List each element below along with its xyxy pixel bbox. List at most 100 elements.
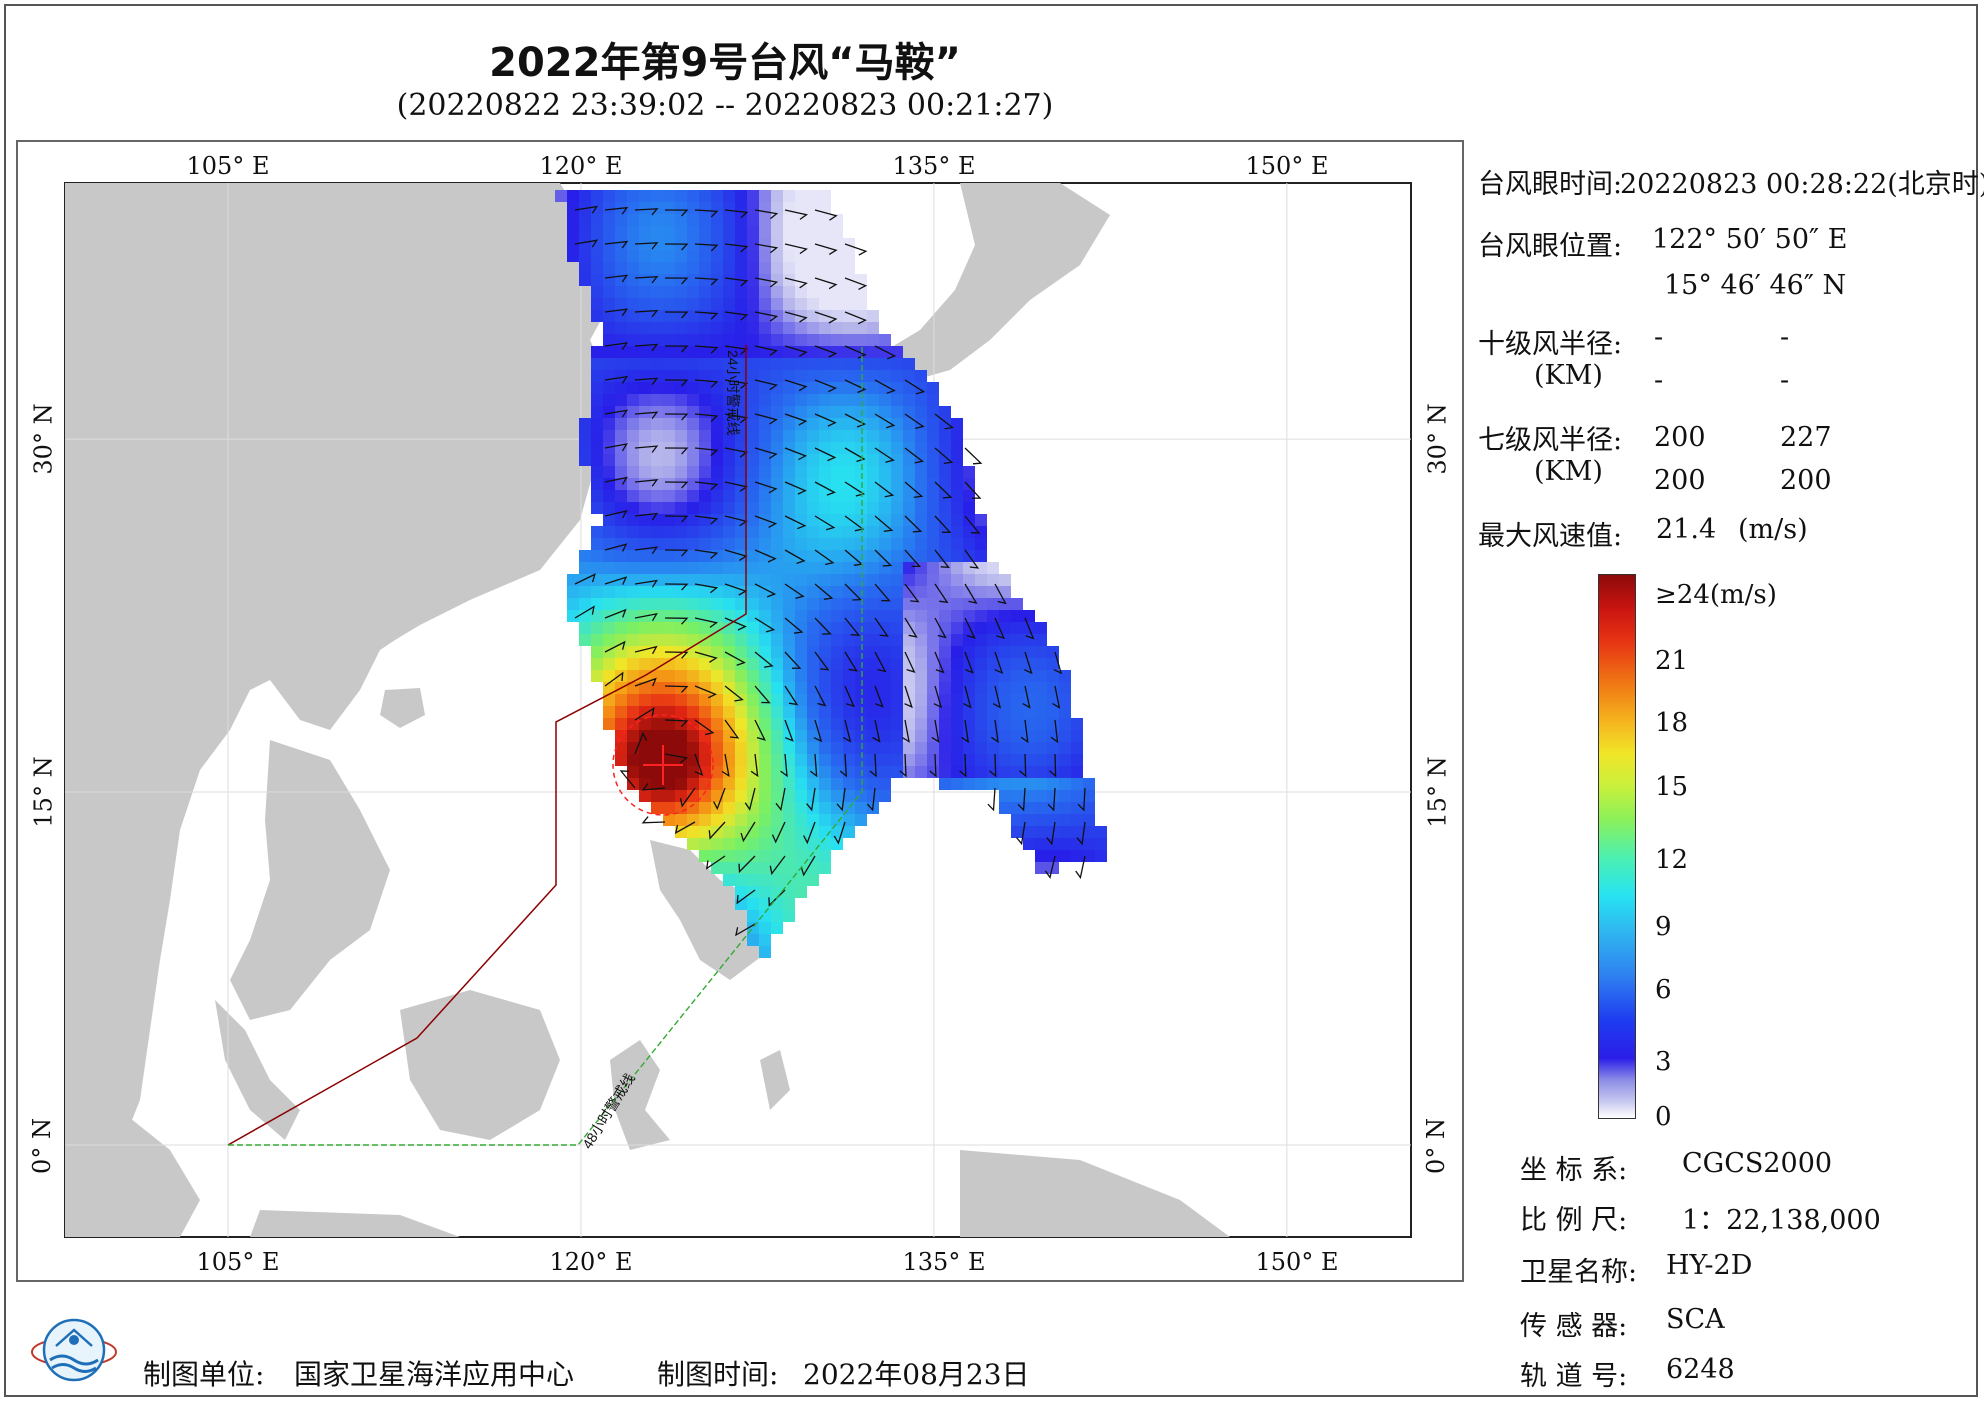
wind-barb <box>694 719 715 736</box>
swath-cell <box>747 190 759 202</box>
swath-cell <box>603 322 615 334</box>
swath-cell <box>675 250 687 262</box>
swath-cell <box>723 286 735 298</box>
wind-barb <box>634 445 659 453</box>
swath-cell <box>783 622 795 634</box>
swath-cell <box>735 502 747 514</box>
swath-cell <box>663 370 675 382</box>
wind-barb <box>992 685 1002 709</box>
swath-cell <box>663 526 675 538</box>
swath-cell <box>771 682 783 694</box>
swath-cell <box>843 418 855 430</box>
swath-cell <box>747 658 759 670</box>
swath-cell <box>675 610 687 622</box>
swath-cell <box>771 838 783 850</box>
swath-cell <box>843 238 855 250</box>
swath-cell <box>807 718 819 730</box>
swath-cell <box>639 418 651 430</box>
swath-cell <box>891 742 903 754</box>
swath-cell <box>1047 706 1059 718</box>
swath-cell <box>783 778 795 790</box>
swath-cell <box>759 406 771 418</box>
wind-barb <box>604 274 629 283</box>
swath-cell <box>819 274 831 286</box>
wind-barb <box>664 685 689 693</box>
wind-barb <box>784 481 807 495</box>
swath-cell <box>735 634 747 646</box>
swath-cell <box>855 478 867 490</box>
swath-cell <box>591 490 603 502</box>
swath-cell <box>711 370 723 382</box>
wind-barb <box>899 753 907 778</box>
swath-cell <box>615 214 627 226</box>
swath-cell <box>783 574 795 586</box>
swath-cell <box>711 826 723 838</box>
satellite-value: HY-2D <box>1666 1250 1753 1281</box>
swath-cell <box>723 466 735 478</box>
swath-cell <box>747 874 759 886</box>
swath-cell <box>771 202 783 214</box>
swath-cell <box>759 214 771 226</box>
swath-cell <box>675 322 687 334</box>
swath-cell <box>771 370 783 382</box>
swath-cell <box>627 298 639 310</box>
swath-cell <box>855 286 867 298</box>
swath-cell <box>831 718 843 730</box>
swath-cell <box>627 586 639 598</box>
swath-cell <box>795 742 807 754</box>
swath-cell <box>723 334 735 346</box>
swath-cell <box>735 454 747 466</box>
swath-cell <box>951 754 963 766</box>
swath-cell <box>675 658 687 670</box>
swath-cell <box>603 718 615 730</box>
swath-cell <box>591 190 603 202</box>
swath-cell <box>819 394 831 406</box>
swath-cell <box>699 214 711 226</box>
swath-cell <box>987 754 999 766</box>
swath-cell <box>807 310 819 322</box>
swath-cell <box>759 478 771 490</box>
swath-cell <box>903 358 915 370</box>
swath-cell <box>843 250 855 262</box>
swath-cell <box>831 670 843 682</box>
swath-cell <box>759 634 771 646</box>
swath-cell <box>615 370 627 382</box>
swath-cell <box>675 706 687 718</box>
swath-cell <box>723 778 735 790</box>
swath-cell <box>903 562 915 574</box>
wind-barb <box>664 549 689 557</box>
swath-cell <box>807 634 819 646</box>
swath-cell <box>783 634 795 646</box>
swath-cell <box>1047 742 1059 754</box>
swath-cell <box>1047 802 1059 814</box>
colorbar-label-12: 12 <box>1655 845 1689 875</box>
swath-cell <box>663 634 675 646</box>
swath-cell <box>771 730 783 742</box>
swath-cell <box>699 838 711 850</box>
swath-cell <box>795 670 807 682</box>
swath-cell <box>807 622 819 634</box>
swath-cell <box>819 250 831 262</box>
swath-cell <box>591 550 603 562</box>
swath-cell <box>711 778 723 790</box>
swath-cell <box>807 190 819 202</box>
swath-cell <box>915 550 927 562</box>
swath-cell <box>783 286 795 298</box>
swath-cell <box>927 658 939 670</box>
land-indochina <box>230 740 390 1020</box>
swath-cell <box>615 466 627 478</box>
swath-cell <box>807 238 819 250</box>
swath-cell <box>735 598 747 610</box>
wind-barb <box>814 345 838 358</box>
swath-cell <box>975 550 987 562</box>
lon-label-bottom-135: 135° E <box>902 1248 986 1276</box>
swath-cell <box>699 598 711 610</box>
swath-cell <box>867 334 879 346</box>
swath-cell <box>663 406 675 418</box>
swath-cell <box>771 406 783 418</box>
swath-cell <box>963 598 975 610</box>
swath-cell <box>963 478 975 490</box>
wind-barb <box>780 753 788 778</box>
swath-cell <box>735 754 747 766</box>
swath-cell <box>1059 850 1071 862</box>
